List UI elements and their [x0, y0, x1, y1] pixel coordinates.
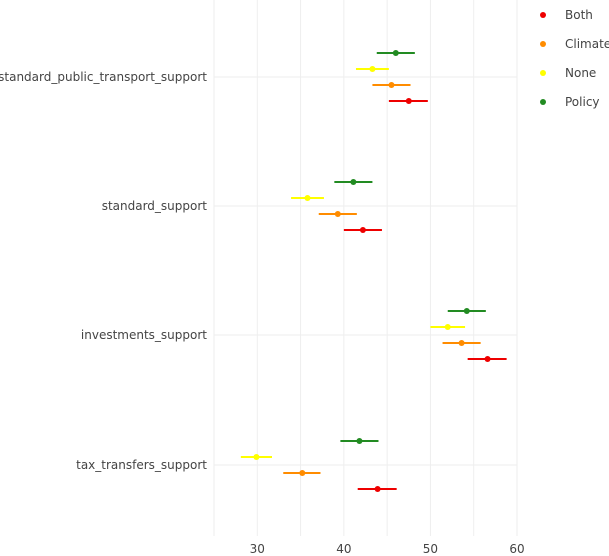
- legend-marker-none[interactable]: [540, 70, 546, 76]
- point-climate[interactable]: [388, 82, 395, 88]
- point-both[interactable]: [374, 486, 381, 492]
- point-policy[interactable]: [392, 50, 399, 56]
- grid-layer: [213, 0, 518, 536]
- point-none[interactable]: [369, 66, 376, 72]
- legend-marker-both[interactable]: [540, 12, 546, 18]
- legend-label-policy[interactable]: Policy: [565, 95, 600, 109]
- x-tick-label: 30: [250, 542, 265, 556]
- category-labels: standard_public_transport_supportstandar…: [0, 70, 207, 472]
- point-none[interactable]: [444, 324, 451, 330]
- legend-marker-climate[interactable]: [540, 41, 546, 47]
- x-tick-labels: 30 40 50 60: [250, 542, 525, 556]
- point-policy[interactable]: [356, 438, 363, 444]
- legend-label-climate[interactable]: Climate: [565, 37, 609, 51]
- plot-marks: [240, 50, 507, 492]
- legend-marker-policy[interactable]: [540, 99, 546, 105]
- x-tick-label: 40: [336, 542, 351, 556]
- category-label: investments_support: [81, 328, 207, 342]
- point-none[interactable]: [304, 195, 311, 201]
- category-label: standard_support: [102, 199, 208, 213]
- legend[interactable]: Both Climate None Policy: [540, 8, 609, 109]
- legend-label-none[interactable]: None: [565, 66, 596, 80]
- x-tick-label: 50: [423, 542, 438, 556]
- category-label: standard_public_transport_support: [0, 70, 207, 84]
- point-climate[interactable]: [299, 470, 306, 476]
- point-policy[interactable]: [350, 179, 357, 185]
- category-label: tax_transfers_support: [76, 458, 207, 472]
- point-both[interactable]: [484, 356, 491, 362]
- point-policy[interactable]: [463, 308, 470, 314]
- point-climate[interactable]: [334, 211, 341, 217]
- legend-label-both[interactable]: Both: [565, 8, 593, 22]
- point-both[interactable]: [405, 98, 412, 104]
- point-none[interactable]: [253, 454, 260, 460]
- point-climate[interactable]: [458, 340, 465, 346]
- x-tick-label: 60: [509, 542, 524, 556]
- point-both[interactable]: [359, 227, 366, 233]
